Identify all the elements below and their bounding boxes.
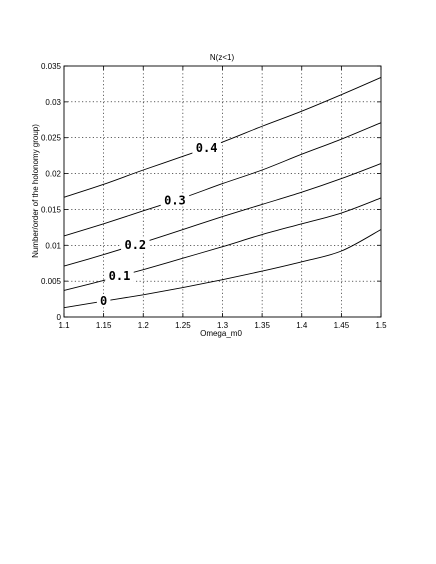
series-line-0.2 (63, 163, 382, 267)
series-line-0 (63, 229, 382, 309)
y-tick-label: 0.035 (41, 62, 62, 71)
x-tick-label: 1.35 (254, 321, 270, 330)
x-tick-label: 1.3 (217, 321, 229, 330)
series-line-0.4 (63, 77, 382, 198)
x-tick-label: 1.5 (375, 321, 387, 330)
x-tick-label: 1.2 (138, 321, 150, 330)
x-tick-label: 1.1 (58, 321, 70, 330)
y-tick-label: 0.01 (45, 241, 61, 250)
y-tick-label: 0.015 (41, 205, 62, 214)
y-tick-label: 0.03 (45, 98, 61, 107)
chart-grid (64, 66, 381, 317)
contour-label-0.2: 0.2 (124, 238, 146, 252)
contour-label-gap (96, 294, 111, 308)
contour-label-gap (160, 193, 190, 207)
contour-label-gap (192, 140, 221, 154)
x-tick-label: 1.4 (296, 321, 308, 330)
x-tick-label: 1.15 (96, 321, 112, 330)
contour-label-0.4: 0.4 (196, 141, 218, 155)
y-tick-label: 0.025 (41, 134, 62, 143)
y-tick-label: 0.005 (41, 277, 62, 286)
chart-title: N(z<1) (210, 53, 235, 62)
y-tick-label: 0 (57, 313, 62, 322)
x-axis-label: Omega_m0 (200, 329, 242, 338)
contour-label-0: 0 (100, 294, 107, 308)
contour-label-gap (121, 237, 150, 251)
x-tick-label: 1.25 (175, 321, 191, 330)
x-tick-label: 1.45 (334, 321, 350, 330)
series-line-0.3 (63, 122, 382, 237)
contour-label-gap (105, 269, 134, 283)
contour-label-0.3: 0.3 (164, 194, 186, 208)
y-tick-label: 0.02 (45, 170, 61, 179)
contour-label-0.1: 0.1 (109, 269, 131, 283)
axis-ticks: 1.1 1.15 1.2 1.25 1.3 1.35 1.4 1.45 1.5 0 0.005 0.0… (41, 62, 387, 330)
y-axis-label: Number/order of the holonomy group) (31, 124, 40, 258)
contour-labels: 00.1 0.2 0.3 0.4 (96, 140, 221, 308)
